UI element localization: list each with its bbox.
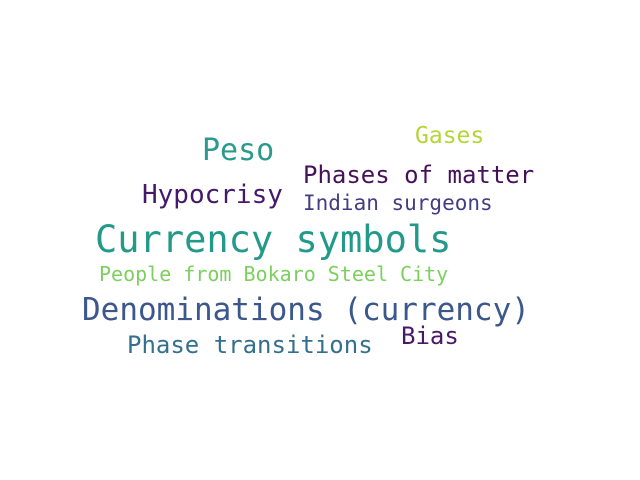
word-phase-transitions: Phase transitions [127, 331, 373, 359]
word-denominations-currency: Denominations (currency) [82, 292, 530, 328]
word-indian-surgeons: Indian surgeons [303, 191, 493, 215]
word-bias: Bias [401, 322, 459, 350]
word-hypocrisy: Hypocrisy [142, 180, 283, 210]
word-currency-symbols: Currency symbols [95, 218, 452, 261]
word-phases-of-matter: Phases of matter [303, 161, 535, 189]
word-peso: Peso [202, 133, 275, 168]
word-people-from-bokaro-steel-city: People from Bokaro Steel City [99, 262, 449, 286]
word-gases: Gases [415, 123, 485, 149]
